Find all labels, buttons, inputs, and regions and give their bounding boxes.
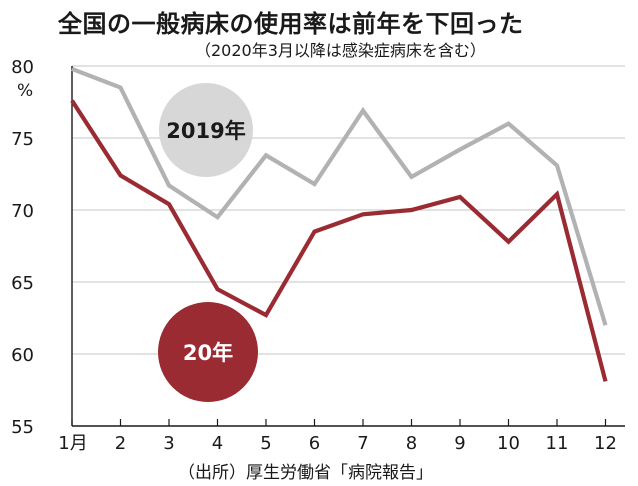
badge-2019-label: 2019年: [166, 119, 245, 143]
series-lines: [70, 66, 608, 382]
y-tick-label-65: 65: [11, 273, 34, 294]
y-axis-unit-label: %: [17, 81, 33, 101]
x-tick-label-5: 5: [260, 433, 271, 454]
x-tick-label-9: 9: [454, 433, 465, 454]
series-badges: 2019年 20年: [158, 83, 258, 402]
x-tick-label-4: 4: [212, 433, 223, 454]
x-tick-label-1: 1月: [58, 433, 87, 454]
x-tick-label-12: 12: [594, 433, 617, 454]
source-note: （出所）厚生労働省「病院報告」: [178, 463, 433, 483]
x-tick-label-3: 3: [163, 433, 174, 454]
series-line-1: [70, 99, 608, 382]
x-tick-label-6: 6: [309, 433, 320, 454]
chart-subtitle: （2020年3月以降は感染症病床を含む）: [195, 41, 486, 60]
badge-2020-label: 20年: [183, 341, 233, 365]
y-tick-label-80: 80: [11, 57, 34, 78]
axes: [71, 66, 625, 427]
x-tick-label-2: 2: [115, 433, 126, 454]
series-line-0: [71, 66, 608, 326]
badge-2020-circle: [158, 302, 258, 402]
x-tick-label-8: 8: [406, 433, 417, 454]
chart-title: 全国の一般病床の使用率は前年を下回った: [58, 10, 524, 38]
y-tick-label-60: 60: [11, 345, 34, 366]
tick-labels: 55 60 65 70 75 80% 1月 2 3 4 5 6 7 8 9 10 11 12: [11, 57, 617, 454]
badge-2019-circle: [159, 83, 253, 177]
x-tick-label-11: 11: [546, 433, 569, 454]
y-tick-label-70: 70: [11, 201, 34, 222]
y-tick-label-75: 75: [11, 129, 34, 150]
x-tick-label-10: 10: [497, 433, 520, 454]
x-tick-label-7: 7: [357, 433, 368, 454]
y-tick-label-55: 55: [11, 417, 34, 438]
